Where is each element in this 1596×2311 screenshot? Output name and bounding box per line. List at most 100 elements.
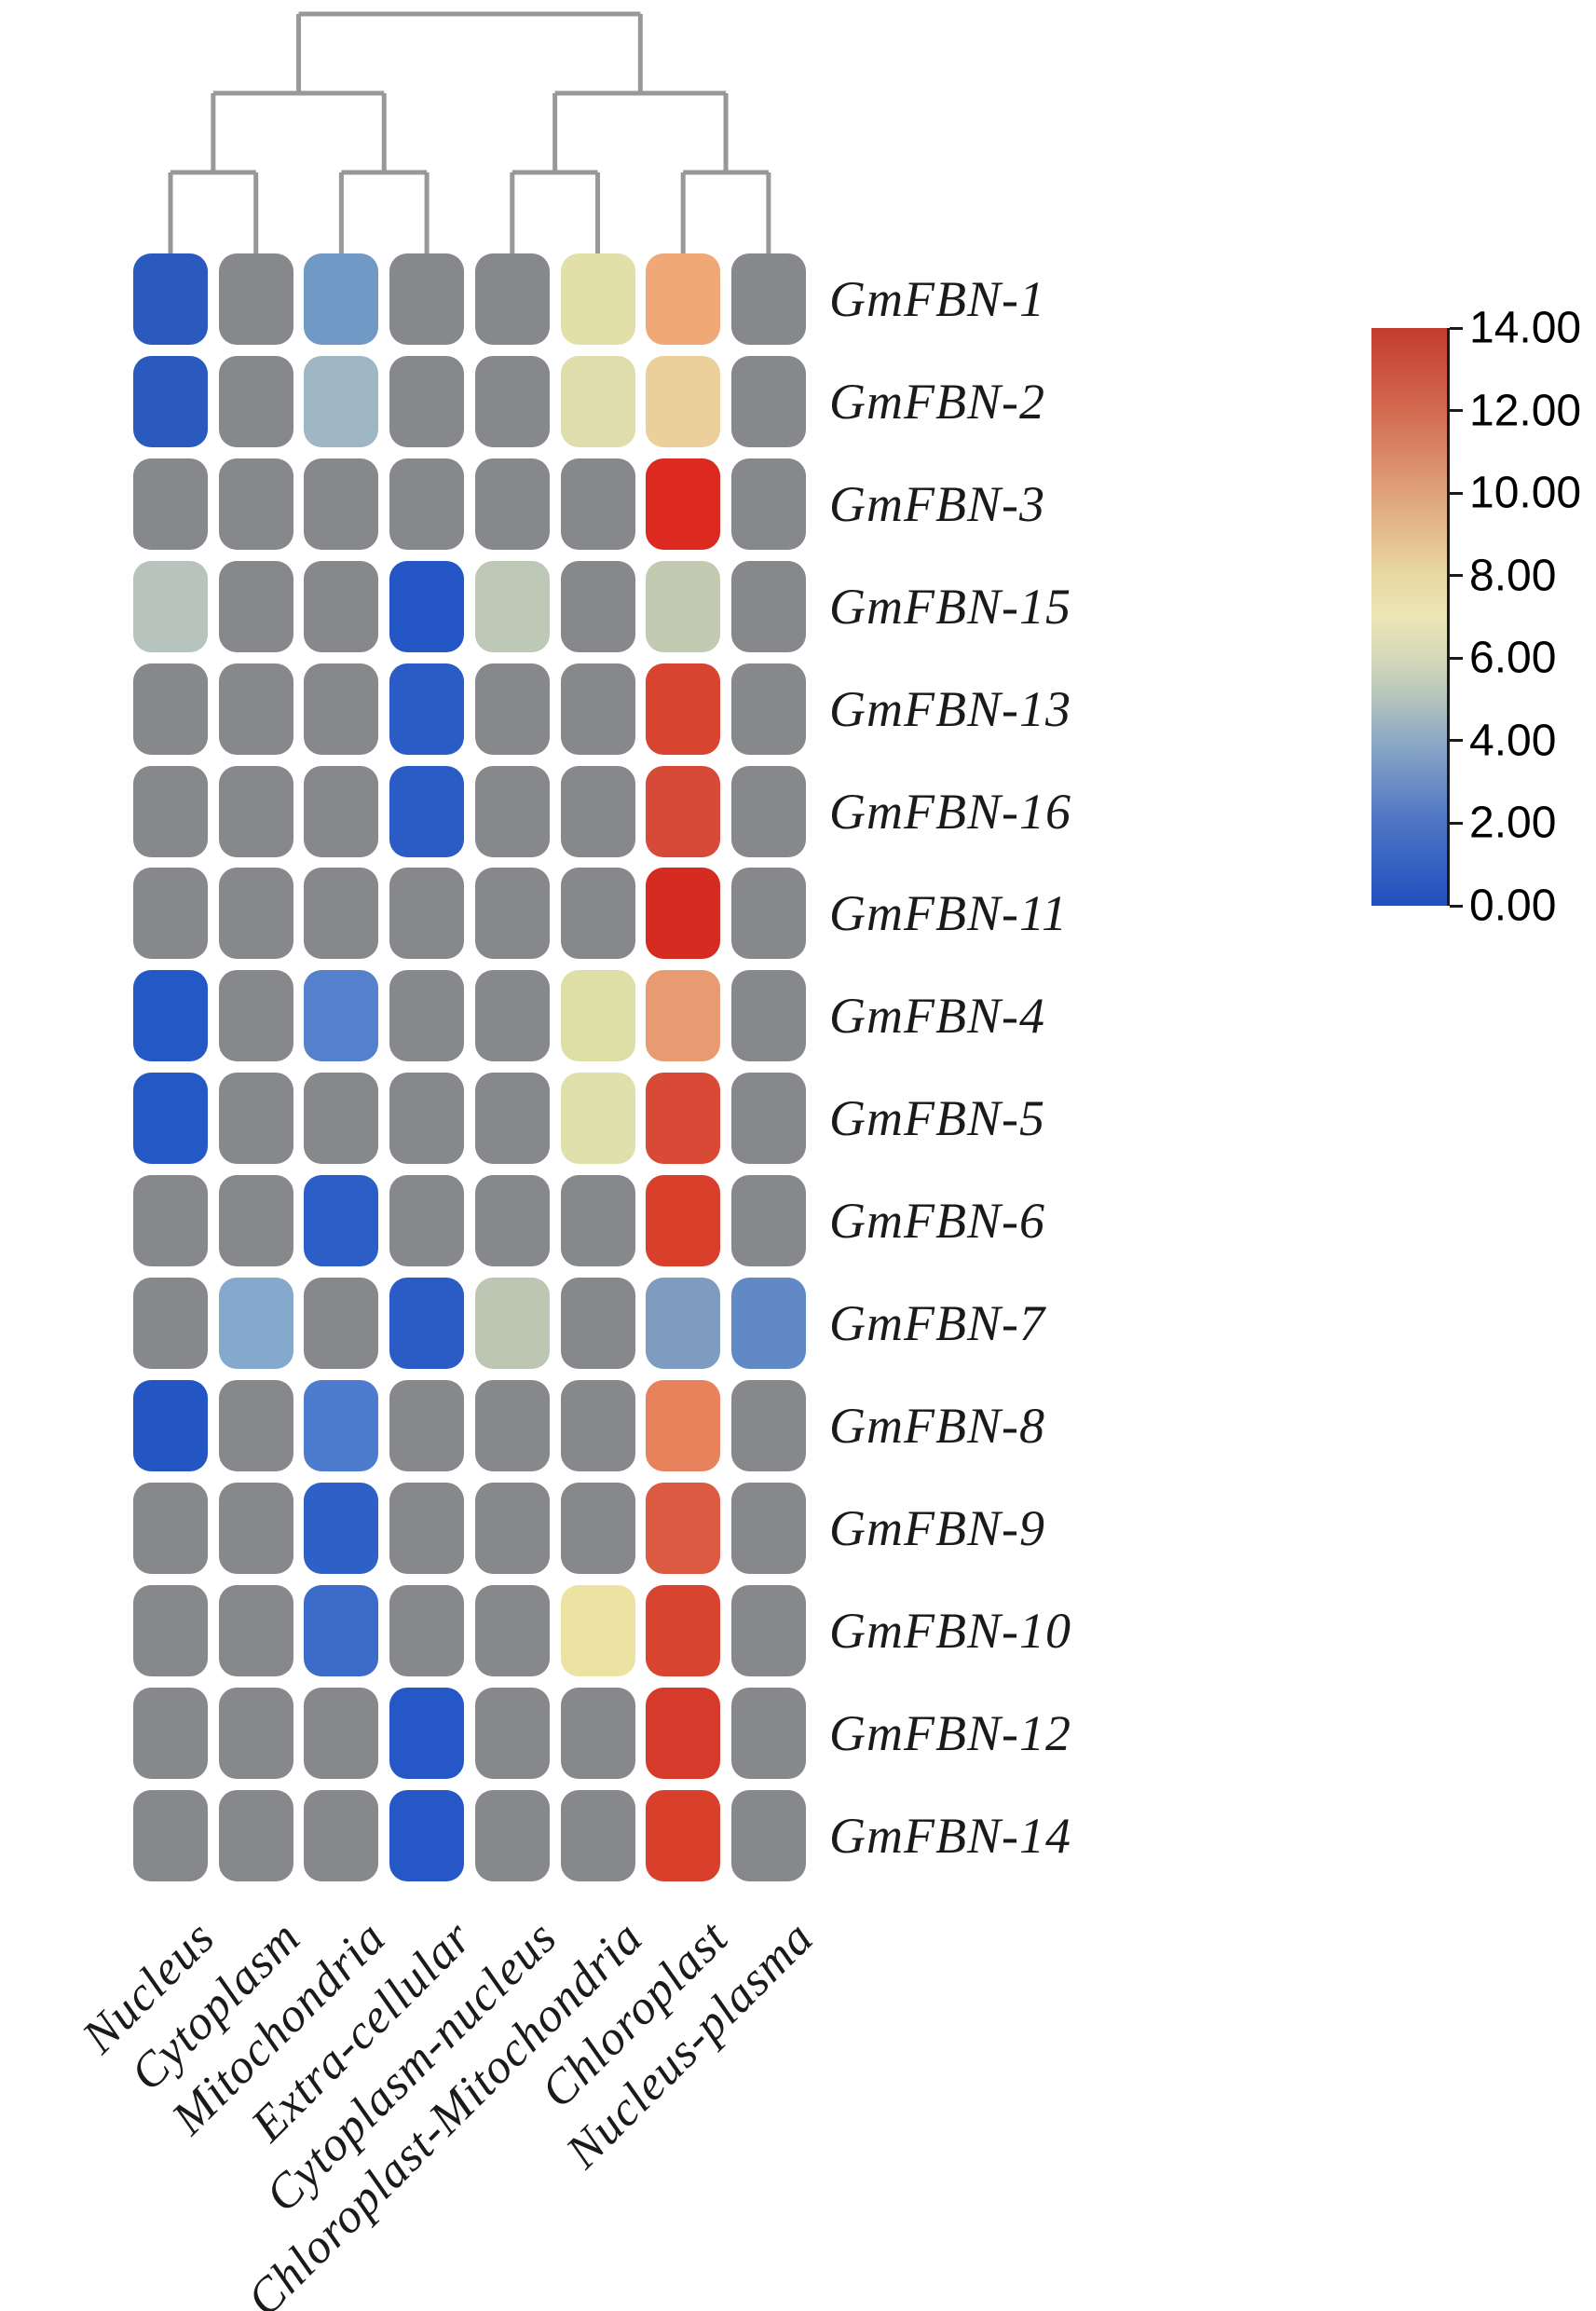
heatmap-cell [304,1175,379,1267]
heatmap-cell [389,355,465,447]
colorbar-tick-label: 12.00 [1469,386,1582,436]
heatmap-cell [133,1073,208,1165]
heatmap-cell [646,970,721,1062]
heatmap-cell [304,970,379,1062]
heatmap-cell [304,355,379,447]
heatmap-cell [560,1482,635,1574]
heatmap-cell [474,868,550,960]
heatmap-cell [560,765,635,857]
heatmap-cell [304,1482,379,1574]
heatmap-cell [560,1379,635,1471]
colorbar-tick-label: 8.00 [1469,551,1557,601]
heatmap-cell [474,1379,550,1471]
heatmap-cell [474,1789,550,1881]
heatmap-cell [133,1175,208,1267]
row-label: GmFBN-5 [829,1090,1045,1147]
heatmap-cell [646,1687,721,1779]
heatmap-cell [304,1073,379,1165]
heatmap-cell [646,663,721,755]
heatmap-cell [389,1175,465,1267]
heatmap-cell [646,1379,721,1471]
heatmap-cell [560,458,635,550]
heatmap-cell [646,560,721,652]
heatmap-cell [646,868,721,960]
heatmap-cell [474,1687,550,1779]
heatmap-cell [474,1584,550,1676]
heatmap-cell [730,1789,806,1881]
heatmap-cell [560,1687,635,1779]
heatmap-cell [304,1789,379,1881]
row-label: GmFBN-16 [829,783,1071,840]
heatmap-cell [389,253,465,345]
heatmap-cell [730,1379,806,1471]
heatmap-cell [389,1584,465,1676]
heatmap-cell [218,253,293,345]
heatmap-cell [730,253,806,345]
heatmap-cell [133,560,208,652]
heatmap-cell [218,560,293,652]
heatmap-cell [730,1584,806,1676]
heatmap-cell [304,1278,379,1369]
row-label: GmFBN-11 [829,885,1068,942]
heatmap-cell [218,355,293,447]
heatmap-cell [389,1278,465,1369]
row-label: GmFBN-3 [829,475,1045,532]
heatmap-cell [474,1073,550,1165]
heatmap-cell [474,253,550,345]
colorbar-tick-label: 4.00 [1469,716,1557,766]
heatmap-cell [218,663,293,755]
heatmap-cell [730,765,806,857]
heatmap-cell [218,1278,293,1369]
heatmap-cell [218,1482,293,1574]
heatmap-cell [218,970,293,1062]
heatmap-cell [646,765,721,857]
heatmap-cell [389,1789,465,1881]
heatmap-cell [474,970,550,1062]
heatmap-cell [730,970,806,1062]
heatmap-cell [389,868,465,960]
heatmap-cell [560,1278,635,1369]
heatmap-cell [304,253,379,345]
row-label: GmFBN-7 [829,1295,1045,1351]
heatmap-cell [730,1278,806,1369]
heatmap-cell [560,253,635,345]
heatmap-cell [474,1482,550,1574]
heatmap-cell [560,1584,635,1676]
heatmap-cell [304,663,379,755]
heatmap-cell [389,560,465,652]
heatmap-cell [304,458,379,550]
heatmap-cell [218,1584,293,1676]
row-label: GmFBN-2 [829,373,1045,430]
row-label: GmFBN-9 [829,1499,1045,1556]
row-label: GmFBN-15 [829,578,1071,635]
heatmap-cell [560,1789,635,1881]
heatmap-cell [646,1584,721,1676]
heatmap-cell [133,1584,208,1676]
heatmap-cell [560,355,635,447]
heatmap-cell [730,1073,806,1165]
heatmap-cell [304,868,379,960]
heatmap-cell [646,1073,721,1165]
colorbar-tick-label: 2.00 [1469,798,1557,848]
colorbar-tick [1450,574,1463,578]
colorbar-gradient [1371,328,1450,906]
heatmap-cell [389,1379,465,1471]
heatmap-cell [389,458,465,550]
heatmap-cell [389,765,465,857]
heatmap-cell [646,355,721,447]
heatmap-cell [304,1687,379,1779]
heatmap-cell [218,765,293,857]
heatmap-cell [133,1379,208,1471]
heatmap-cell [133,1482,208,1574]
heatmap-cell [646,1278,721,1369]
heatmap-cell [730,1175,806,1267]
heatmap-cell [730,458,806,550]
heatmap-cell [730,868,806,960]
heatmap-cell [218,1073,293,1165]
colorbar-tick-label: 14.00 [1469,303,1582,353]
heatmap-cell [474,560,550,652]
heatmap-cell [474,765,550,857]
heatmap-cell [218,458,293,550]
heatmap-cell [389,1073,465,1165]
